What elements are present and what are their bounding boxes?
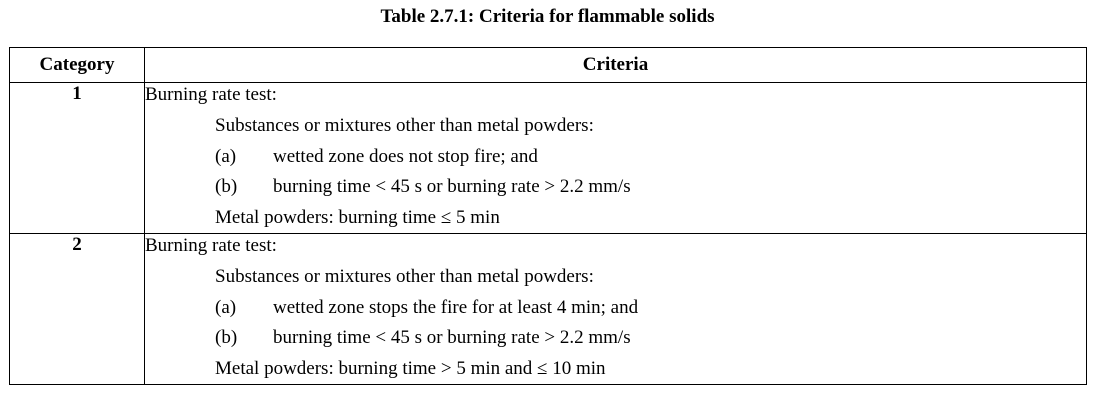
table-row: 2 Burning rate test: Substances or mixtu… xyxy=(9,233,1087,385)
item-label: (a) xyxy=(215,145,237,167)
item-label: (b) xyxy=(215,176,238,197)
criterion-item: (b) burning time < 45 s or burning rate >… xyxy=(145,172,1086,203)
test-name: Burning rate test: xyxy=(145,84,277,105)
category-header: Category xyxy=(9,47,145,83)
criteria-cell: Burning rate test: Substances or mixture… xyxy=(144,233,1087,385)
table-row: 1 Burning rate test: Substances or mixtu… xyxy=(9,82,1087,234)
item-text: burning time < 45 s or burning rate > 2.… xyxy=(273,176,631,197)
test-name: Burning rate test: xyxy=(145,235,277,256)
substances-heading: Substances or mixtures other than metal … xyxy=(215,266,594,287)
category-cell: 2 xyxy=(9,233,145,385)
item-text: wetted zone stops the fire for at least … xyxy=(273,296,639,318)
item-label: (b) xyxy=(215,327,238,348)
item-text: burning time < 45 s or burning rate > 2.… xyxy=(273,327,631,348)
criterion-item: (b) burning time < 45 s or burning rate >… xyxy=(145,323,1086,354)
item-text: wetted zone does not stop fire; and xyxy=(273,145,538,167)
item-label: (a) xyxy=(215,296,237,318)
category-cell: 1 xyxy=(9,82,145,234)
substances-heading: Substances or mixtures other than metal … xyxy=(215,115,594,136)
criterion-item: (a) wetted zone stops the fire for at lea… xyxy=(145,293,1086,324)
criteria-cell: Burning rate test: Substances or mixture… xyxy=(144,82,1087,234)
header-row: Category Criteria xyxy=(9,47,1087,83)
criteria-header: Criteria xyxy=(144,47,1087,83)
criteria-table: Category Criteria 1 Burning rate test: S… xyxy=(9,47,1087,385)
metal-powders-criterion: Metal powders: burning time ≤ 5 min xyxy=(215,206,500,228)
criterion-item: (a) wetted zone does not stop fire; and xyxy=(145,142,1086,173)
table-title: Table 2.7.1: Criteria for flammable soli… xyxy=(380,6,715,27)
metal-powders-criterion: Metal powders: burning time > 5 min and … xyxy=(215,357,606,379)
